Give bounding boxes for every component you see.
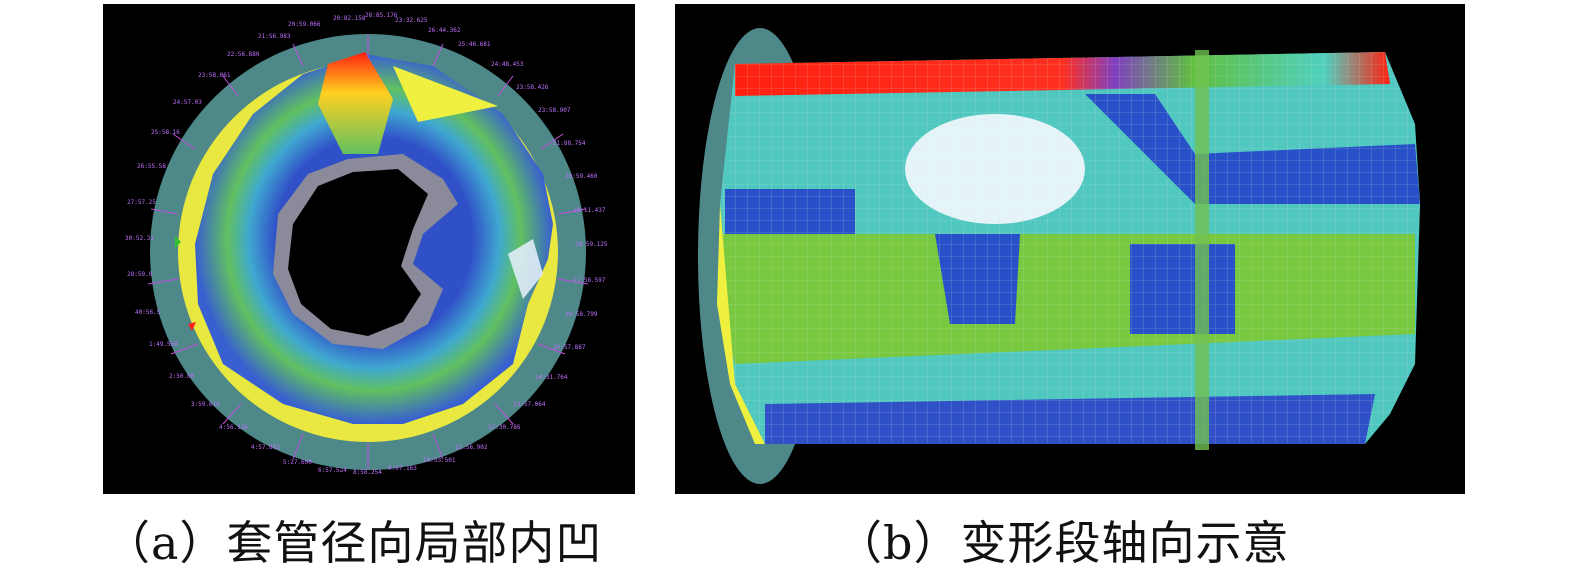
ring-label: 23:32.625	[395, 17, 428, 24]
ring-label: 12:30.786	[488, 424, 521, 431]
highlight	[508, 239, 543, 299]
axial-section-image	[675, 4, 1465, 494]
ring-label: 4:57.802	[251, 444, 280, 451]
inner-bore	[288, 169, 428, 336]
ring-label: 28:85.176	[365, 12, 398, 19]
radial-section-image: 20:59.066 20:82.158 28:85.176 23:32.625 …	[103, 4, 635, 494]
coupling-ridge	[1195, 50, 1209, 450]
ring-label: 21:56.983	[258, 33, 291, 40]
yellow-rim	[717, 204, 765, 444]
ring-label: 11:56.902	[455, 444, 488, 451]
ring-label: 23:58.061	[198, 72, 231, 79]
ring-label: 22:56.880	[227, 51, 260, 58]
ring-label: 20:59.460	[565, 173, 598, 180]
ring-label: 4:56.126	[219, 424, 248, 431]
radial-section-svg: 20:59.066 20:82.158 28:85.176 23:32.625 …	[125, 12, 608, 476]
ring-label: 24:48.453	[491, 61, 524, 68]
marker-red	[188, 322, 196, 331]
ring-label: 19:11.437	[573, 207, 606, 214]
ring-label: 26:55.58	[137, 163, 166, 170]
ring-label: 40:56.5	[135, 309, 161, 316]
ring-label: 17:58.597	[573, 277, 606, 284]
ring-label: 15:57.887	[553, 344, 586, 351]
ring-label: 9:07.163	[388, 465, 417, 472]
ring-label: 20:59.066	[288, 21, 321, 28]
ring-label: 16:58.799	[565, 311, 598, 318]
ring-label: 30:52.31	[125, 235, 154, 242]
ring-label: 1:49.560	[149, 341, 178, 348]
ring-label: 28:59.0	[127, 271, 153, 278]
ring-label: 25:58.16	[151, 129, 180, 136]
ring-label: 27:57.25	[127, 199, 156, 206]
ring-label: 2:50.00	[169, 373, 195, 380]
ring-label: 25:46.681	[458, 41, 491, 48]
grid-overlay	[720, 52, 1420, 444]
ring-label: 23:58.907	[538, 107, 571, 114]
ring-label: 21:88.754	[553, 140, 586, 147]
ring-label: 14:31.764	[535, 374, 568, 381]
ring-labels: 20:59.066 20:82.158 28:85.176 23:32.625 …	[125, 12, 608, 476]
ring-label: 13:57.064	[513, 401, 546, 408]
ring-label: 3:59.610	[191, 401, 220, 408]
ring-label: 24:57.03	[173, 99, 202, 106]
ring-label: 20:82.158	[333, 15, 366, 22]
caption-panel-a: （a）套管径向局部内凹	[104, 516, 603, 570]
dent-wedge	[393, 66, 498, 122]
marker-green	[175, 236, 181, 248]
ring-label: 18:59.125	[575, 241, 608, 248]
ring-label: 8:58.254	[353, 469, 382, 476]
hot-spot	[318, 52, 393, 154]
ring-label: 5:27.600	[283, 459, 312, 466]
axial-section-svg	[698, 28, 1420, 484]
radial-ticks	[147, 34, 589, 469]
ring-label: 26:44.362	[428, 27, 461, 34]
ring-label: 23:58.426	[516, 84, 549, 91]
caption-panel-b: （b）变形段轴向示意	[836, 516, 1290, 570]
ring-label: 10:53.501	[423, 457, 456, 464]
ring-label: 6:57.524	[318, 467, 347, 474]
